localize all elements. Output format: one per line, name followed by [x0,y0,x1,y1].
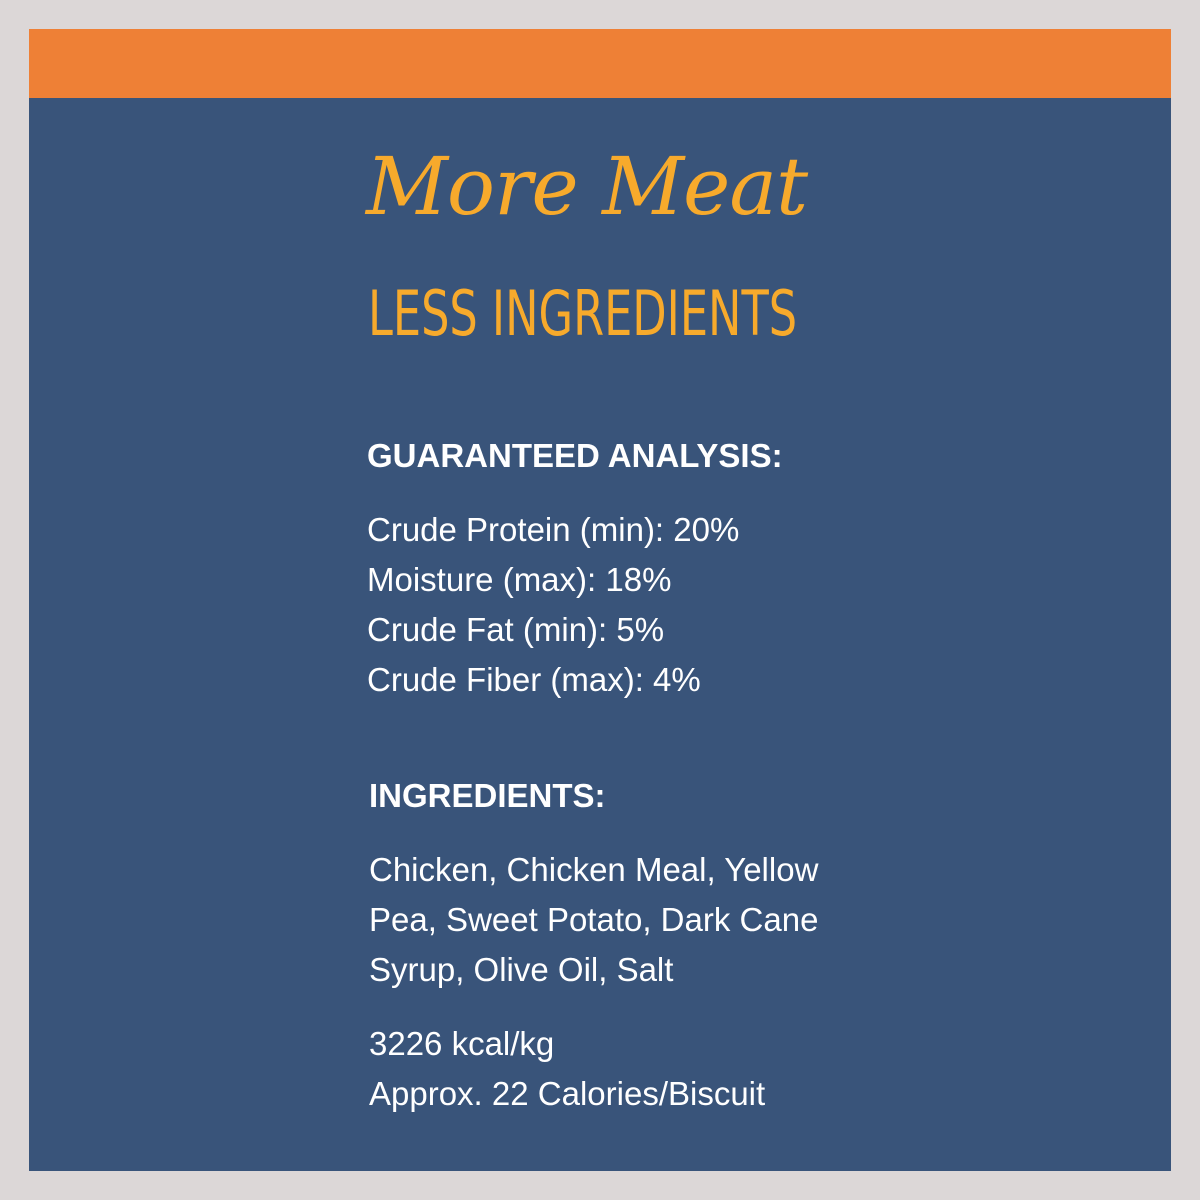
nutrition-card: More Meat LESS INGREDIENTS GUARANTEED AN… [29,29,1171,1171]
headline-more-meat: More Meat [366,140,808,233]
ingredients-line: Pea, Sweet Potato, Dark Cane [369,901,819,938]
analysis-item-crude-fat: Crude Fat (min): 5% [367,611,665,648]
guaranteed-analysis-list: Crude Protein (min): 20% Moisture (max):… [367,505,739,705]
analysis-item-moisture: Moisture (max): 18% [367,561,672,598]
headline-less-ingredients: LESS INGREDIENTS [368,277,798,350]
ingredients-line: Syrup, Olive Oil, Salt [369,951,674,988]
calorie-info: 3226 kcal/kg Approx. 22 Calories/Biscuit [369,1019,765,1119]
ingredients-heading: INGREDIENTS: [369,777,606,814]
calories-per-biscuit: Approx. 22 Calories/Biscuit [369,1075,766,1112]
analysis-item-crude-fiber: Crude Fiber (max): 4% [367,661,701,698]
calories-per-kg: 3226 kcal/kg [369,1025,555,1062]
top-accent-stripe [29,29,1171,98]
guaranteed-analysis-heading: GUARANTEED ANALYSIS: [367,437,783,474]
ingredients-text: Chicken, Chicken Meal, Yellow Pea, Sweet… [369,845,818,995]
ingredients-line: Chicken, Chicken Meal, Yellow [369,851,819,888]
analysis-item-crude-protein: Crude Protein (min): 20% [367,511,740,548]
